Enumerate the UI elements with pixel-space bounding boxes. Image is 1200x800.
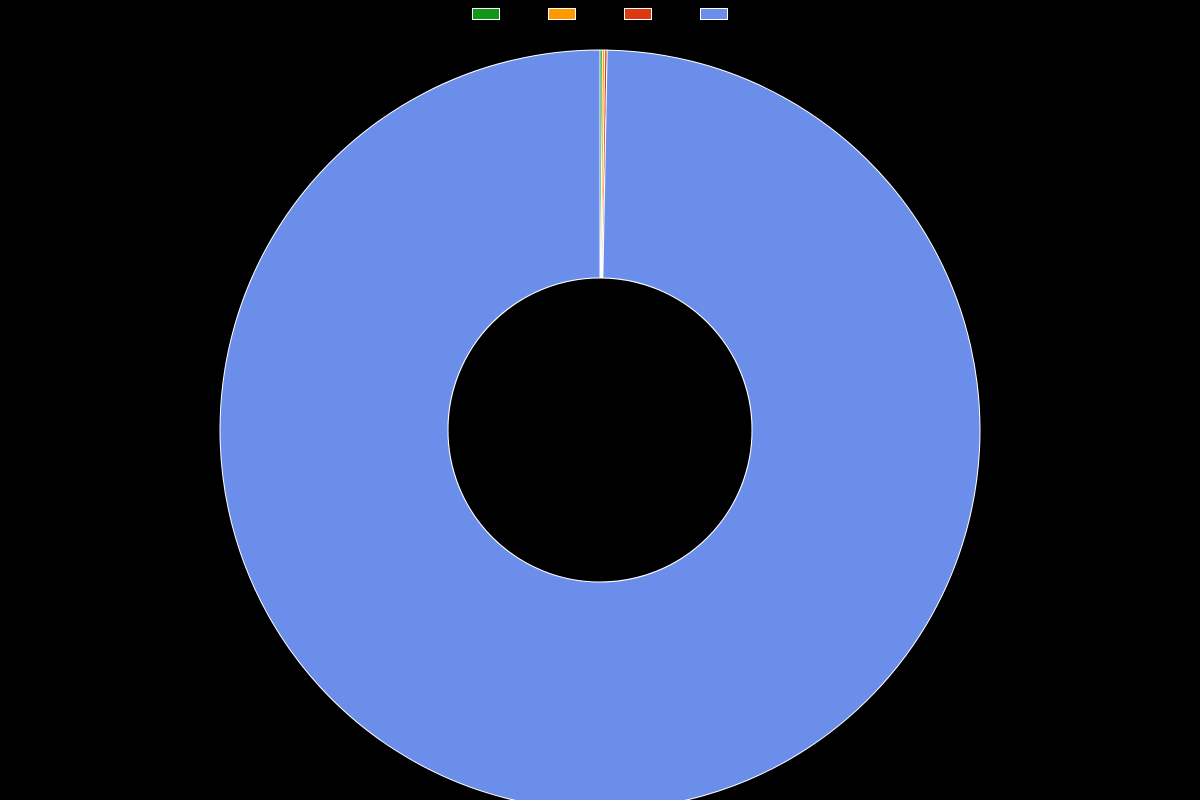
legend-item-2[interactable] xyxy=(624,8,652,20)
legend-item-1[interactable] xyxy=(548,8,576,20)
legend-swatch-1 xyxy=(548,8,576,20)
chart-legend xyxy=(472,8,728,20)
legend-item-3[interactable] xyxy=(700,8,728,20)
donut-hole xyxy=(448,278,752,582)
legend-swatch-2 xyxy=(624,8,652,20)
donut-chart-container xyxy=(0,20,1200,800)
donut-chart xyxy=(0,20,1200,800)
legend-swatch-3 xyxy=(700,8,728,20)
legend-swatch-0 xyxy=(472,8,500,20)
legend-item-0[interactable] xyxy=(472,8,500,20)
